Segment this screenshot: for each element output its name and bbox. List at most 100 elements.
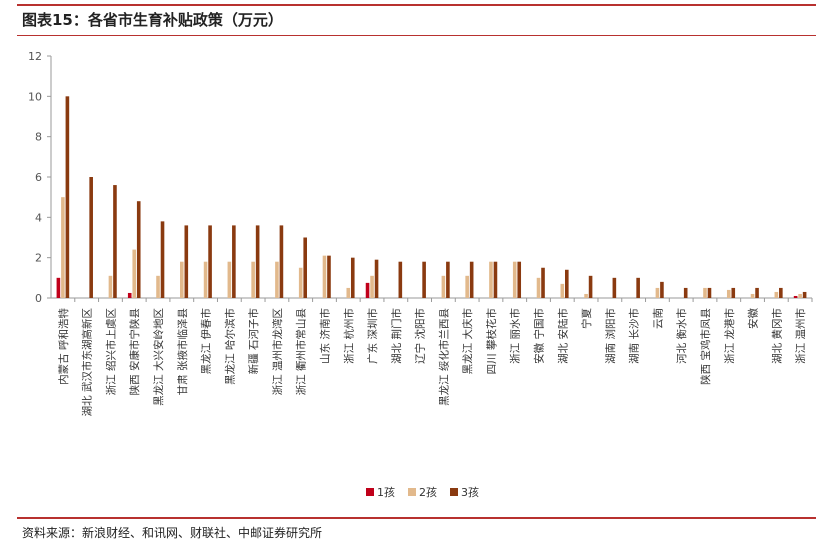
bar-child3 (517, 261, 522, 298)
source-note: 资料来源：新浪财经、和讯网、财联社、中邮证券研究所 (22, 526, 323, 540)
x-category-label: 湖北 黄冈市 (770, 308, 783, 364)
bar-child3 (446, 261, 450, 298)
bar-child3 (588, 275, 593, 298)
x-category-label: 山东 济南市 (318, 308, 331, 364)
x-category-label: 浙江 温州市 (794, 308, 807, 364)
bar-child3 (541, 267, 545, 298)
x-category-label: 辽宁 沈阳市 (414, 308, 427, 364)
bottom-rule (17, 517, 816, 519)
bar-child3 (802, 291, 807, 298)
bar-child2 (655, 287, 660, 298)
top-rule (17, 4, 816, 6)
y-tick-label: 8 (35, 131, 42, 144)
bar-child2 (275, 261, 279, 298)
bar-child1 (127, 292, 132, 298)
bar-child3 (113, 185, 117, 298)
bar-child3 (493, 261, 498, 298)
x-category-label: 广东 深圳市 (366, 308, 379, 364)
bar-child2 (251, 261, 255, 298)
chart-title: 图表15：各省市生育补贴政策（万元） (22, 11, 283, 29)
legend-swatch (366, 488, 374, 496)
bar-child3 (779, 287, 783, 298)
bar-child2 (180, 261, 184, 298)
bar-child3 (255, 225, 260, 298)
x-category-label: 陕西 安康市宁陕县 (128, 308, 141, 395)
x-category-label: 浙江 绍兴市上虞区 (104, 308, 117, 395)
title-rule (17, 35, 816, 36)
bar-child2 (156, 275, 160, 298)
bar-child2 (298, 267, 303, 298)
bar-child2 (512, 261, 517, 298)
bar-child3 (350, 257, 355, 298)
y-tick-label: 12 (28, 50, 42, 63)
x-category-label: 内蒙古 呼和浩特 (57, 308, 70, 385)
bar-child3 (660, 281, 664, 298)
x-category-label: 安徽 宁国市 (533, 308, 546, 364)
bar-child2 (726, 289, 731, 298)
x-category-label: 新疆 石河子市 (247, 308, 260, 374)
x-category-label: 黑龙江 大兴安岭地区 (152, 308, 165, 406)
x-category-label: 湖南 长沙市 (628, 308, 641, 364)
x-category-label: 浙江 杭州市 (342, 308, 355, 364)
x-category-label: 浙江 温州市龙湾区 (271, 308, 284, 395)
bar-child3 (65, 96, 70, 298)
bar-child2 (227, 261, 232, 298)
bar-child3 (89, 177, 93, 298)
bar-child3 (184, 225, 189, 298)
bar-child2 (108, 275, 113, 298)
x-category-label: 安徽 (747, 308, 760, 329)
bar-child3 (327, 255, 331, 298)
bar-child3 (208, 225, 212, 298)
x-category-label: 湖南 浏阳市 (604, 308, 617, 364)
bar-child2 (703, 287, 707, 298)
bar-child3 (707, 287, 712, 298)
x-category-label: 黑龙江 哈尔滨市 (223, 308, 236, 385)
bar-child2 (465, 275, 469, 298)
bar-child3 (303, 237, 307, 298)
x-category-label: 黑龙江 大庆市 (461, 308, 474, 374)
x-category-label: 陕西 宝鸡市凤县 (699, 308, 712, 385)
bar-child3 (136, 201, 141, 298)
bar-child2 (774, 291, 779, 298)
bar-child2 (560, 283, 565, 298)
bar-child2 (441, 275, 446, 298)
bar-child3 (160, 221, 165, 298)
x-category-label: 湖北 安陆市 (556, 308, 569, 364)
y-tick-label: 4 (35, 211, 42, 224)
x-category-label: 宁夏 (580, 308, 593, 329)
bar-child3 (565, 269, 569, 298)
x-category-label: 河北 衡水市 (675, 308, 688, 364)
bar-child2 (370, 275, 374, 298)
bar-child3 (374, 259, 379, 298)
legend-swatch (408, 488, 416, 496)
x-category-label: 云南 (651, 308, 664, 329)
x-category-label: 甘肃 张掖市临泽县 (176, 308, 189, 395)
bar-child2 (322, 255, 327, 298)
x-category-label: 浙江 龙港市 (723, 308, 736, 364)
bar-child2 (750, 293, 755, 298)
bar-child2 (536, 277, 541, 298)
bar-child2 (798, 293, 802, 298)
bar-child2 (489, 261, 493, 298)
y-tick-label: 2 (35, 252, 42, 265)
legend-label: 1孩 (377, 486, 395, 499)
legend-label: 3孩 (461, 486, 479, 499)
bar-child3 (636, 277, 640, 298)
bar-child2 (203, 261, 208, 298)
y-tick-label: 10 (28, 90, 42, 103)
x-category-label: 黑龙江 伊春市 (200, 308, 213, 374)
x-category-label: 湖北 荆门市 (390, 308, 403, 364)
bar-child3 (683, 287, 688, 298)
bar-child1 (365, 282, 370, 299)
legend-swatch (450, 488, 458, 496)
y-tick-label: 0 (35, 292, 42, 305)
legend-label: 2孩 (419, 486, 437, 499)
bar-child3 (731, 287, 736, 298)
x-category-label: 浙江 丽水市 (509, 308, 522, 364)
x-category-label: 四川 攀枝花市 (485, 308, 498, 374)
bar-child3 (469, 261, 474, 298)
bar-child2 (584, 293, 588, 298)
bar-child2 (132, 249, 137, 298)
y-tick-label: 6 (35, 171, 42, 184)
